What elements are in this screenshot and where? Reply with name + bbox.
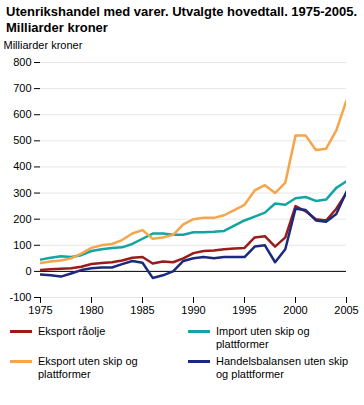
svg-text:500: 500: [13, 134, 31, 146]
svg-text:1975: 1975: [28, 304, 52, 316]
svg-text:1990: 1990: [181, 304, 205, 316]
svg-text:0: 0: [25, 265, 31, 277]
svg-text:100: 100: [13, 239, 31, 251]
svg-text:200: 200: [13, 213, 31, 225]
html-text:Import uten skip og plattforme: Import uten skip og plattformer: [216, 325, 310, 350]
html-text:Handelsbalansen uten skip og p: Handelsbalansen uten skip og plattformer: [216, 355, 349, 380]
svg-text:2005: 2005: [334, 304, 358, 316]
svg-text:600: 600: [13, 108, 31, 120]
svg-text:300: 300: [13, 187, 31, 199]
svg-text:1985: 1985: [130, 304, 154, 316]
svg-text:700: 700: [13, 82, 31, 94]
svg-text:800: 800: [13, 56, 31, 68]
html-text:Eksport uten skip og plattform: Eksport uten skip og plattformer: [38, 355, 138, 380]
html-text:Eksport råolje: Eksport råolje: [38, 325, 106, 337]
html-text:Utenrikshandel med varer. Utva: Utenrikshandel med varer. Utvalgte hoved…: [6, 4, 358, 35]
svg-text:1980: 1980: [79, 304, 103, 316]
svg-text:-100: -100: [9, 291, 31, 303]
svg-text:1995: 1995: [232, 304, 256, 316]
svg-text:Milliarder kroner: Milliarder kroner: [4, 39, 83, 51]
svg-text:2000: 2000: [283, 304, 307, 316]
svg-text:400: 400: [13, 160, 31, 172]
